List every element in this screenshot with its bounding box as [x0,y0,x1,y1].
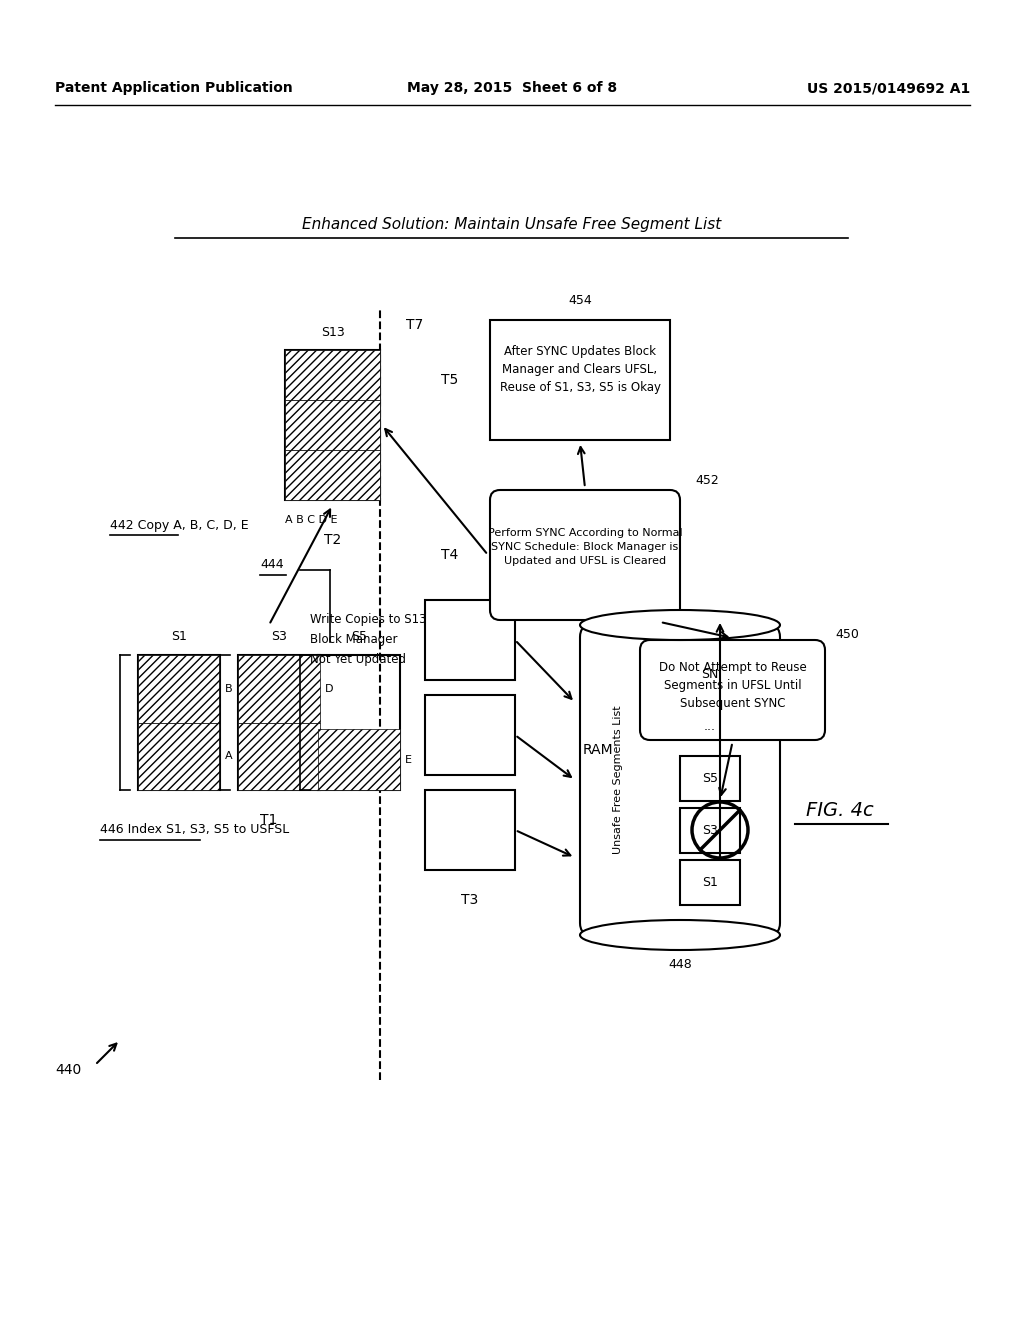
Text: Enhanced Solution: Maintain Unsafe Free Segment List: Enhanced Solution: Maintain Unsafe Free … [302,218,722,232]
Bar [490,319,670,440]
Text: Write Copies to S13: Write Copies to S13 [310,614,427,627]
Bar [680,808,740,853]
Bar [138,655,220,722]
Text: E: E [406,755,412,766]
Bar [285,400,380,450]
Bar [285,450,380,500]
Text: S3: S3 [702,824,718,837]
Text: T7: T7 [407,318,424,333]
Bar [285,350,380,400]
Bar [425,696,515,775]
Ellipse shape [580,920,780,950]
Text: May 28, 2015  Sheet 6 of 8: May 28, 2015 Sheet 6 of 8 [407,81,617,95]
Text: 440: 440 [55,1063,81,1077]
Text: S3: S3 [271,631,287,644]
FancyBboxPatch shape [640,640,825,741]
Bar [138,655,220,789]
Text: Block Manager: Block Manager [310,634,397,647]
Text: D: D [325,684,334,694]
Text: Do Not Attempt to Reuse
Segments in UFSL Until
Subsequent SYNC: Do Not Attempt to Reuse Segments in UFSL… [658,660,806,710]
Text: Unsafe Free Segments List: Unsafe Free Segments List [613,706,623,854]
Text: S5: S5 [702,772,718,785]
Text: SN: SN [701,668,719,681]
Text: 444: 444 [260,558,284,572]
Text: 448: 448 [668,958,692,972]
Bar [318,655,400,789]
Bar [318,729,400,789]
Bar [285,350,380,500]
Bar [238,655,319,789]
Text: S13: S13 [321,326,344,338]
Text: S1: S1 [702,876,718,888]
Bar [680,756,740,801]
Bar [680,652,740,697]
Text: Patent Application Publication: Patent Application Publication [55,81,293,95]
Text: T2: T2 [324,533,341,546]
Text: 450: 450 [835,628,859,642]
Text: S5: S5 [351,631,367,644]
Ellipse shape [580,610,780,640]
Text: 442 Copy A, B, C, D, E: 442 Copy A, B, C, D, E [110,519,249,532]
Text: A B C D E: A B C D E [285,515,338,525]
Text: T3: T3 [462,894,478,907]
Text: FIG. 4c: FIG. 4c [806,800,873,820]
Text: RAM: RAM [583,743,613,756]
Text: T5: T5 [441,374,459,387]
Text: B: B [225,684,232,694]
Bar [238,655,319,722]
Text: 452: 452 [695,474,719,487]
Text: C: C [325,751,333,762]
Text: After SYNC Updates Block
Manager and Clears UFSL,
Reuse of S1, S3, S5 is Okay: After SYNC Updates Block Manager and Cle… [500,346,660,395]
Text: Perform SYNC According to Normal
SYNC Schedule: Block Manager is
Updated and UFS: Perform SYNC According to Normal SYNC Sc… [487,528,682,566]
Text: T1: T1 [260,813,278,828]
Text: 454: 454 [568,293,592,306]
Text: S1: S1 [171,631,187,644]
Text: ...: ... [705,719,716,733]
Bar [138,722,220,789]
Bar [425,789,515,870]
FancyBboxPatch shape [490,490,680,620]
Bar [680,861,740,906]
Text: T4: T4 [441,548,459,562]
Bar [238,722,319,789]
FancyBboxPatch shape [580,624,780,935]
Bar [425,601,515,680]
Text: A: A [225,751,232,762]
Text: 446 Index S1, S3, S5 to USFSL: 446 Index S1, S3, S5 to USFSL [100,824,289,837]
Text: US 2015/0149692 A1: US 2015/0149692 A1 [807,81,970,95]
Text: Not Yet Updated: Not Yet Updated [310,653,406,667]
